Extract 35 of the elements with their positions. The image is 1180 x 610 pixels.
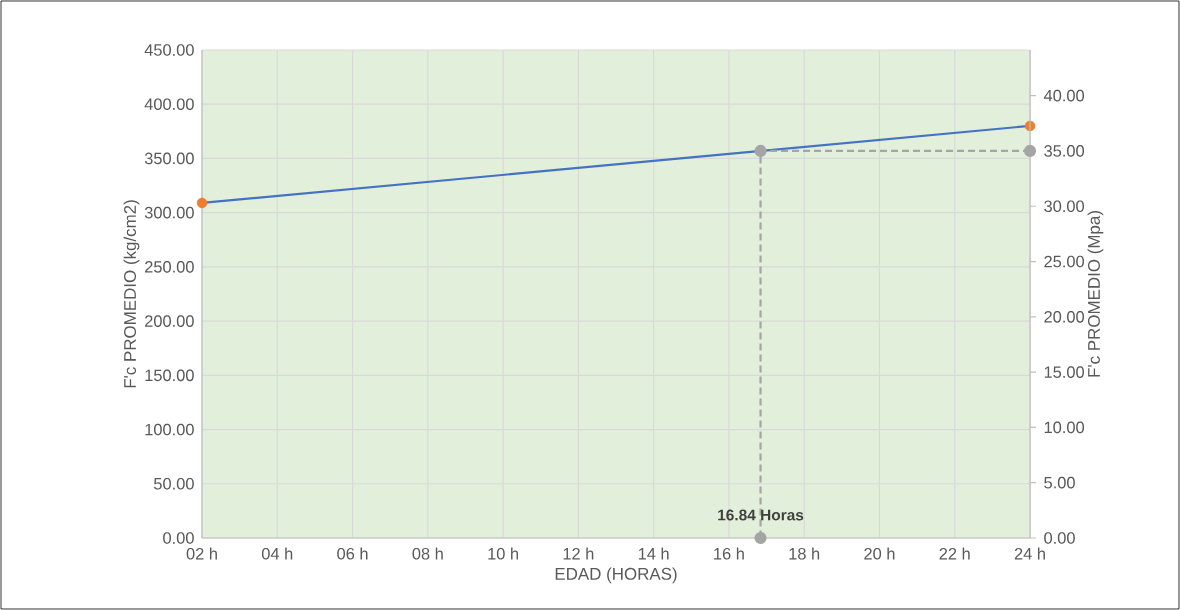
y-tick-label: 450.00	[144, 44, 194, 56]
y-tick-label: 250.00	[145, 261, 194, 273]
x-tick-label: 24 h	[1014, 547, 1045, 560]
x-tick-label: 04 h	[261, 547, 293, 560]
y-tick-label: 100.00	[145, 423, 194, 436]
y2-tick-label: 35.00	[1044, 145, 1085, 157]
x-tick-label: 06 h	[337, 547, 368, 560]
y-axis-title: F'c PROMEDIO (kg/cm2)	[123, 200, 140, 388]
y2-tick-label: 20.00	[1044, 310, 1085, 323]
y-tick-label: 0.00	[163, 532, 194, 544]
x-tick-label: 22 h	[939, 547, 970, 560]
x-tick-label: 14 h	[638, 547, 669, 560]
x-tick-label: 12 h	[563, 547, 594, 560]
y2-tick-label: 15.00	[1044, 366, 1085, 378]
y2-tick-label: 25.00	[1044, 255, 1085, 268]
x-axis-title: EDAD (HORAS)	[555, 567, 677, 584]
y2-tick-label: 40.00	[1043, 89, 1085, 102]
x-tick-label: 08 h	[412, 547, 443, 560]
x-tick-label: 10 h	[488, 547, 519, 560]
y2-tick-label: 10.00	[1044, 421, 1085, 434]
annotation: 16.84 Horas	[718, 509, 804, 521]
x-tick-label: 20 h	[864, 547, 895, 560]
y-tick-label: 200.00	[145, 315, 194, 327]
y-tick-label: 50.00	[154, 477, 194, 490]
x-tick-label: 02 h	[186, 547, 217, 560]
x-tick-label: 18 h	[789, 547, 820, 560]
y-tick-label: 300.00	[144, 206, 194, 219]
x-tick-label: 16 h	[714, 547, 744, 560]
y2-tick-label: 5.00	[1044, 476, 1075, 489]
y2-tick-label: 0.00	[1044, 532, 1075, 544]
y-tick-label: 400.00	[144, 98, 194, 111]
y2-tick-label: 30.00	[1044, 200, 1085, 213]
y-tick-label: 350.00	[144, 152, 194, 165]
y2-axis-title: F'c PROMEDIO (Mpa)	[1087, 211, 1104, 377]
y-tick-label: 150.00	[145, 369, 194, 382]
